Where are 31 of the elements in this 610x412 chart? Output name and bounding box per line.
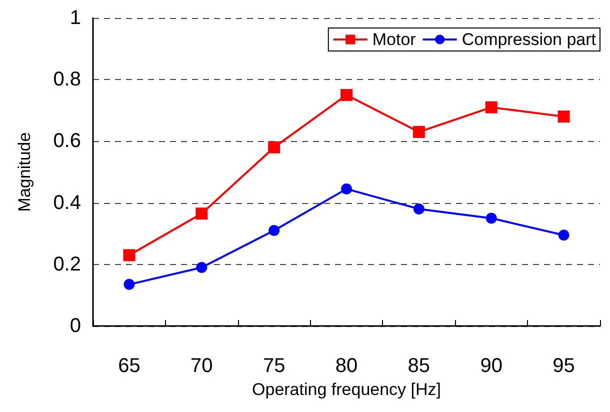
- point: [268, 225, 280, 236]
- x-tick-label: 65: [118, 355, 140, 377]
- point: [412, 126, 425, 138]
- x-axis-title: Operating frequency [Hz]: [252, 380, 441, 399]
- y-tick-label: 0.4: [53, 192, 81, 214]
- point: [196, 262, 208, 273]
- point: [486, 212, 497, 224]
- point: [558, 230, 570, 241]
- x-tick-label: 75: [262, 355, 286, 377]
- point: [268, 141, 280, 154]
- point: [413, 203, 424, 214]
- x-tick-label: 95: [552, 355, 575, 377]
- y-tick-label: 0.8: [53, 68, 81, 91]
- legend-label: Motor: [372, 30, 416, 49]
- point: [485, 101, 498, 114]
- y-axis-title: Magnitude: [15, 132, 34, 212]
- y-tick-label: 0.6: [53, 130, 81, 152]
- x-tick-label: 70: [190, 355, 213, 377]
- point: [340, 89, 352, 101]
- point: [124, 278, 135, 290]
- legend-label: Compression part: [462, 30, 596, 49]
- y-tick-label: 0: [70, 315, 81, 337]
- x-tick-label: 85: [408, 355, 430, 377]
- y-tick-label: 0.2: [53, 253, 81, 276]
- y-tick-label: 1: [70, 7, 81, 29]
- x-tick-label: 80: [335, 355, 358, 377]
- point: [341, 183, 352, 194]
- point: [123, 249, 136, 262]
- point: [196, 208, 208, 220]
- point: [558, 110, 570, 123]
- x-tick-label: 90: [480, 355, 502, 377]
